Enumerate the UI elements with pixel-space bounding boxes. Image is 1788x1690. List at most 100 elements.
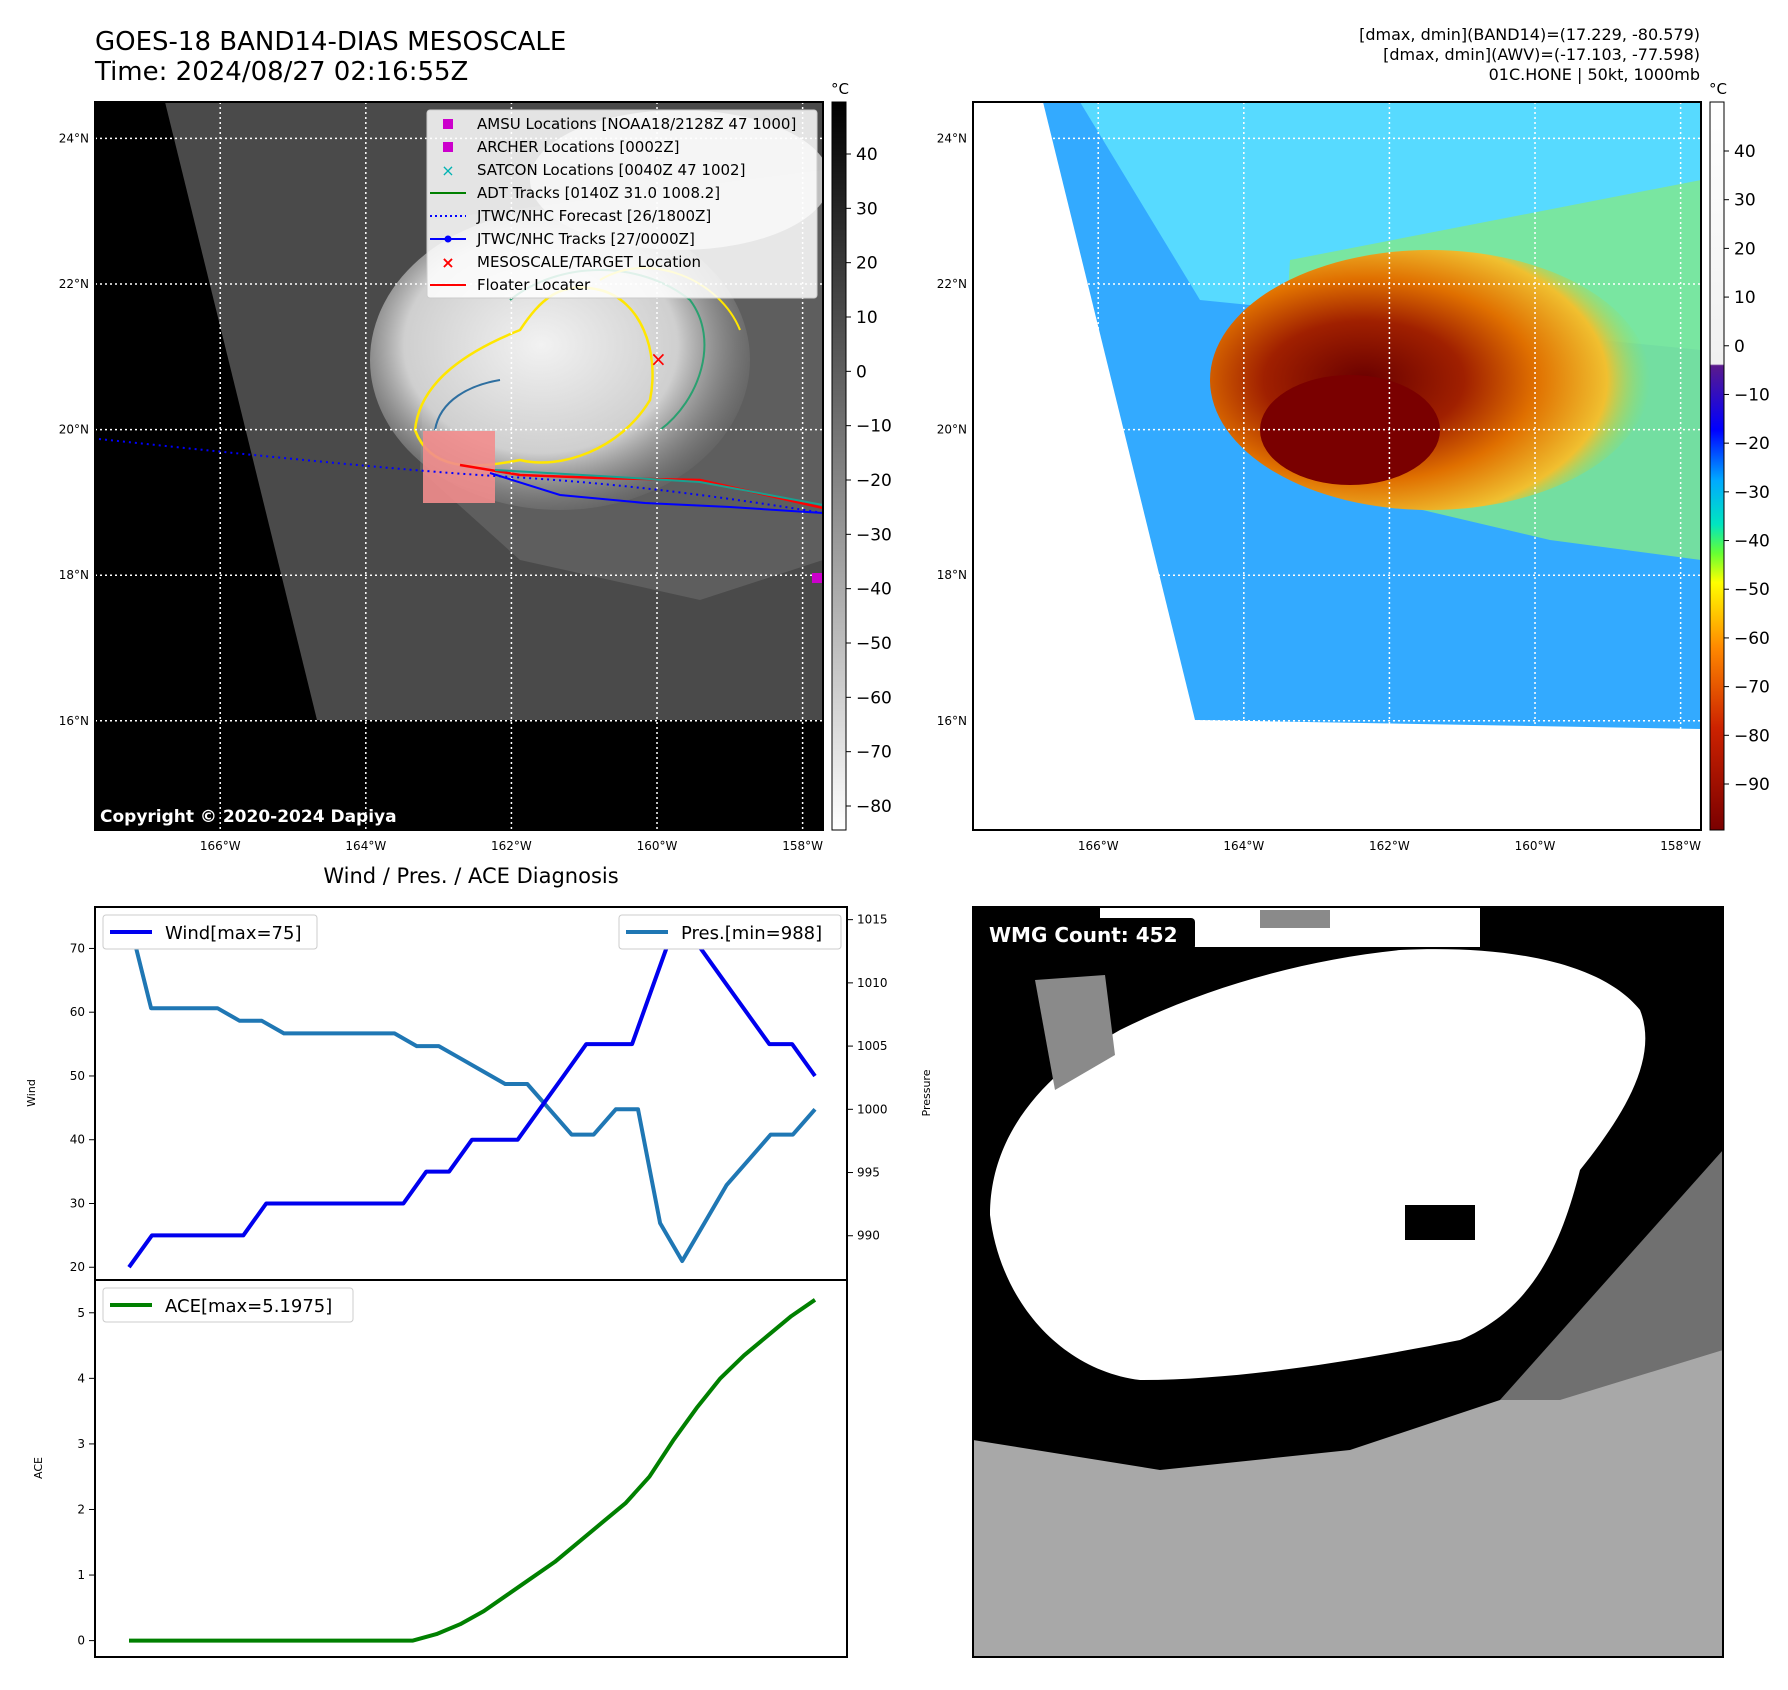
axis-tick-label: 1005 [857,1039,888,1053]
legend-entry-label: MESOSCALE/TARGET Location [477,253,701,271]
enhanced-lon-label: 166°W [1078,839,1119,853]
ace-legend: ACE[max=5.1975] [102,1287,354,1323]
colorbar-tick-label: −10 [1734,385,1770,405]
enhanced-map-grid [973,102,1701,830]
map-legend-box [426,109,818,299]
axis-tick-label: 5 [77,1306,85,1320]
colorbar-tick-label: −10 [856,417,892,437]
colorbar-tick-label: −60 [1734,629,1770,649]
legend-entry-label: ARCHER Locations [0002Z] [477,138,680,156]
ace-chart-frame [94,1279,848,1658]
axis-tick-label: 995 [857,1166,880,1180]
wind-axis-label: Wind [25,1079,38,1107]
colorbar-tick-label: 30 [1734,191,1756,211]
colorbar-tick-label: −70 [1734,678,1770,698]
mesoscale-target-marker: × [650,347,667,371]
ir-lon-label: 158°W [782,839,823,853]
pressure-legend: Pres.[min=988] [618,914,842,950]
enhanced-map-panel [973,102,1701,830]
wind-pressure-chart: Wind Pressure 20 30 40 50 60 70 990 995 1000 100… [25,906,933,1281]
diagnosis-title: Wind / Pres. / ACE Diagnosis [323,864,618,888]
ir-lat-label: 16°N [59,714,89,728]
wmg-gray-patch [1035,975,1115,1090]
figure-title: GOES-18 BAND14-DIAS MESOSCALE [95,27,566,57]
colorbar-tick-label: 40 [856,145,878,165]
legend-entry-label: AMSU Locations [NOAA18/2128Z 47 1000] [477,115,796,133]
legend-entry-label: SATCON Locations [0040Z 47 1002] [477,161,745,179]
pressure-legend-box [618,914,842,950]
wind-legend: Wind[max=75] [102,914,318,950]
legend-entry-label: Floater Locater [477,276,591,294]
wmg-gray-region [973,1350,1723,1657]
wmg-count-badge [983,918,1195,950]
adt-track [494,469,823,506]
legend-satcon-icon: × [441,161,454,180]
axis-tick-label: 20 [70,1260,85,1274]
ir-colorbar: °C 40 30 20 10 0 −10 −20 −30 −40 −50 −60 −70 −80 [831,80,892,831]
colorbar-tick-label: 10 [856,308,878,328]
legend-target-icon: × [441,253,454,272]
colorbar-tick-label: −20 [1734,434,1770,454]
axis-tick-label: 2 [77,1502,85,1516]
colorbar-tick-label: 0 [1734,337,1745,357]
dmax-awv: [dmax, dmin](AWV)=(-17.103, -77.598) [1383,45,1700,64]
map-legend: AMSU Locations [NOAA18/2128Z 47 1000] ARC… [426,109,818,299]
enhanced-colorbar-ticks: 40 30 20 10 0 −10 −20 −30 −40 −50 −60 −70 −80 −90 [1724,142,1770,795]
axis-tick-label: 1010 [857,976,888,990]
amsu-marker [812,573,822,583]
copyright-text: Copyright © 2020-2024 Dapiya [100,807,397,827]
axis-tick-label: 1 [77,1568,85,1582]
ir-lon-label: 166°W [200,839,241,853]
axis-tick-label: 1000 [857,1102,888,1116]
ir-lon-label: 160°W [637,839,678,853]
axis-tick-label: 4 [77,1371,85,1385]
ir-contour-yellow [413,286,654,467]
ir-colorbar-gradient [831,101,847,831]
pressure-axis-ticks: 990 995 1000 1005 1010 1015 [847,913,888,1243]
colorbar-tick-label: −90 [1734,775,1770,795]
colorbar-tick-label: −80 [856,797,892,817]
enhanced-lon-label: 160°W [1515,839,1556,853]
enhanced-lat-label: 24°N [937,131,967,145]
enhanced-map-frame [972,101,1702,831]
ir-map-frame [94,101,824,831]
wind-legend-label: Wind[max=75] [165,923,302,944]
mesoscale-box [423,431,495,503]
colorbar-tick-label: 40 [1734,142,1756,162]
colorbar-tick-label: 30 [856,199,878,219]
ace-series [129,1298,817,1643]
enhanced-lat-label: 16°N [937,714,967,728]
colorbar-tick-label: −30 [1734,483,1770,503]
legend-amsu-icon [443,142,453,152]
ir-lon-label: 162°W [491,839,532,853]
axis-tick-label: 50 [70,1069,85,1083]
colorbar-tick-label: −60 [856,688,892,708]
jtwc-track [489,472,823,514]
ace-chart: ACE 0 1 2 3 4 5 ACE[max=5.1975] [32,1279,848,1658]
enhanced-colorbar: °C 40 30 20 10 0 −10 −20 −30 −40 −50 −60 −70 −80 −90 [1709,80,1770,831]
ir-colorbar-unit: °C [831,80,849,98]
colorbar-tick-label: −40 [856,580,892,600]
wmg-panel [973,907,1723,1657]
ir-lat-label: 22°N [59,277,89,291]
ir-lat-label: 24°N [59,131,89,145]
colorbar-tick-label: −30 [856,525,892,545]
enhanced-colorbar-unit: °C [1709,80,1727,98]
enhanced-lon-label: 158°W [1660,839,1701,853]
ir-lon-label: 164°W [345,839,386,853]
axis-tick-label: 60 [70,1005,85,1019]
wind-chart-frame [94,906,848,1281]
wmg-frame [972,906,1724,1658]
wmg-black-spot [1405,1205,1475,1240]
legend-track-dot-icon [444,235,452,243]
ace-legend-label: ACE[max=5.1975] [165,1296,332,1317]
axis-tick-label: 1015 [857,913,888,927]
enhanced-lat-label: 18°N [937,568,967,582]
ace-line [129,1298,817,1643]
colorbar-tick-label: 20 [856,254,878,274]
axis-tick-label: 40 [70,1133,85,1147]
pressure-legend-label: Pres.[min=988] [681,923,822,944]
axis-tick-label: 70 [70,941,85,955]
wind-axis-ticks: 20 30 40 50 60 70 [70,941,95,1274]
